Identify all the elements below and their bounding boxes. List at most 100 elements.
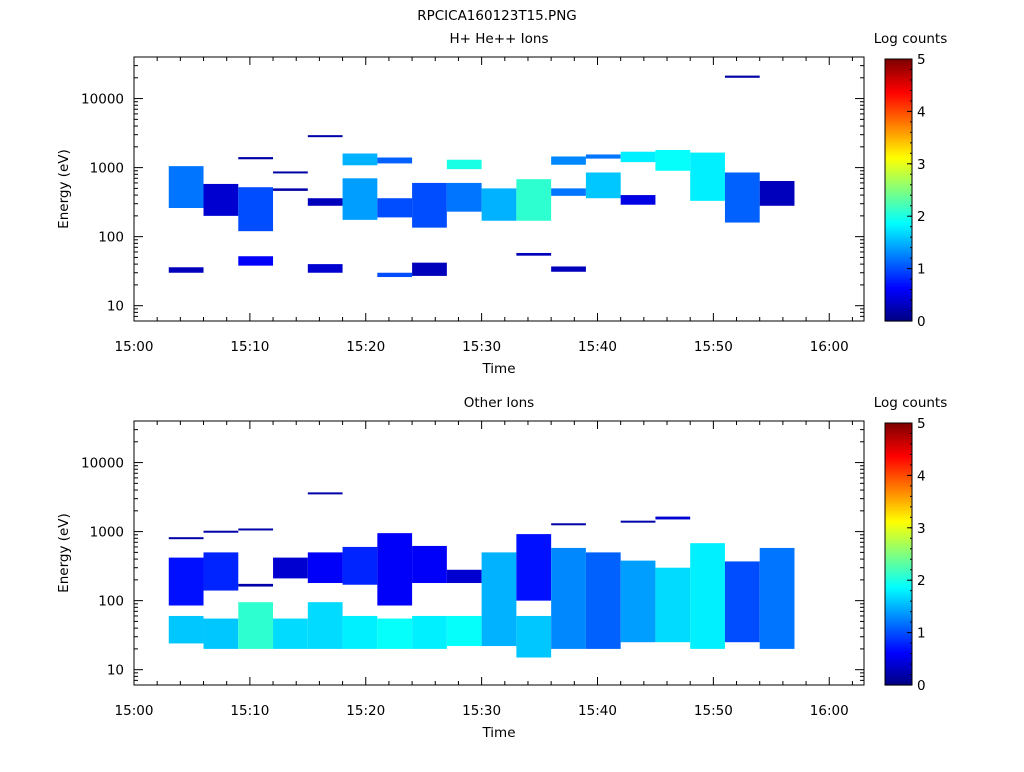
colorbar-segment	[885, 554, 912, 557]
colorbar-segment	[885, 294, 912, 298]
colorbar-segment	[885, 669, 912, 673]
colorbar-segment	[885, 174, 912, 178]
colorbar-segment	[885, 187, 912, 191]
heatmap-cell	[690, 543, 725, 649]
colorbar-segment	[885, 608, 912, 612]
colorbar-segment	[885, 423, 912, 426]
colorbar-segment	[885, 678, 912, 682]
colorbar-segment	[885, 275, 912, 278]
colorbar-segment	[885, 567, 912, 570]
colorbar-segment	[885, 255, 912, 259]
colorbar-segment	[885, 602, 912, 605]
colorbar-segment	[885, 584, 912, 588]
colorbar-segment	[885, 523, 912, 527]
colorbar-segment	[885, 508, 912, 511]
colorbar-segment	[885, 117, 912, 121]
colorbar-segment	[885, 468, 912, 472]
heatmap-cell	[446, 159, 482, 170]
colorbar-segment	[885, 100, 912, 104]
colorbar-segment	[885, 65, 912, 69]
colorbar-segment	[885, 281, 912, 285]
colorbar-segment	[885, 176, 912, 180]
colorbar-segment	[885, 490, 912, 494]
heatmap-cell	[273, 618, 308, 649]
colorbar: 0 1 2 3 4 5 Log counts	[874, 395, 948, 694]
heatmap-cell	[655, 567, 691, 643]
heatmap-cell	[481, 552, 517, 647]
colorbar-segment	[885, 268, 912, 272]
colorbar-segment	[885, 431, 912, 435]
colorbar-segment	[885, 453, 912, 457]
heatmap-cell	[377, 198, 413, 218]
colorbar-segment	[885, 168, 912, 171]
colorbar-segment	[885, 610, 912, 614]
colorbar-segment	[885, 277, 912, 281]
heatmap-cell	[655, 149, 691, 171]
colorbar-segment	[885, 148, 912, 152]
colorbar-segment	[885, 248, 912, 252]
colorbar-segment	[885, 196, 912, 200]
colorbar-segment	[885, 120, 912, 123]
colorbar-segment	[885, 161, 912, 165]
heatmap-cell	[516, 179, 552, 221]
colorbar-segment	[885, 299, 912, 302]
heatmap-cell	[412, 182, 447, 228]
heatmap-cells	[168, 75, 795, 278]
colorbar-segment	[885, 462, 912, 466]
heatmap-cell	[342, 153, 378, 166]
colorbar-label: Log counts	[874, 31, 948, 47]
colorbar: 0 1 2 3 4 5 Log counts	[874, 31, 948, 330]
colorbar-segment	[885, 514, 912, 518]
panel-title: Other Ions	[464, 395, 534, 411]
colorbar-segment	[885, 623, 912, 627]
colorbar-segment	[885, 604, 912, 607]
colorbar-segment	[885, 264, 912, 268]
heatmap-cell	[273, 188, 308, 191]
colorbar-segment	[885, 163, 912, 167]
colorbar-segment	[885, 582, 912, 586]
colorbar-segment	[885, 286, 912, 289]
colorbar-segment	[885, 460, 912, 463]
x-axis-label: Time	[481, 361, 515, 377]
colorbar-segment	[885, 126, 912, 130]
colorbar-segment	[885, 429, 912, 433]
colorbar-segment	[885, 538, 912, 542]
colorbar-segment	[885, 314, 912, 318]
colorbar-segment	[885, 98, 912, 102]
colorbar-segment	[885, 181, 912, 185]
colorbar-segment	[885, 512, 912, 516]
colorbar-segment	[885, 534, 912, 538]
colorbar-segment	[885, 67, 912, 71]
colorbar-segment	[885, 172, 912, 176]
colorbar-segment	[885, 198, 912, 202]
colorbar-segment	[885, 150, 912, 154]
colorbar-tick-label: 4	[917, 104, 926, 120]
colorbar-segment	[885, 636, 912, 640]
colorbar-segment	[885, 104, 912, 108]
colorbar-segment	[885, 128, 912, 132]
colorbar-segment	[885, 157, 912, 161]
heatmap-cell	[307, 135, 343, 138]
colorbar-segment	[885, 216, 912, 219]
x-tick-label: 15:10	[230, 339, 269, 355]
colorbar-segment	[885, 433, 912, 437]
colorbar-segment	[885, 492, 912, 496]
colorbar-segment	[885, 471, 912, 474]
heatmap-cell	[342, 615, 378, 649]
colorbar-segment	[885, 580, 912, 583]
colorbar-segment	[885, 209, 912, 213]
colorbar-segment	[885, 296, 912, 300]
colorbar-segment	[885, 558, 912, 562]
colorbar-segment	[885, 527, 912, 531]
colorbar-segment	[885, 303, 912, 307]
colorbar-segment	[885, 190, 912, 193]
colorbar-segment	[885, 654, 912, 658]
heatmap-cell	[516, 615, 552, 658]
heatmap-cell	[551, 266, 586, 272]
colorbar-segment	[885, 85, 912, 88]
colorbar-segment	[885, 69, 912, 73]
colorbar-segment	[885, 551, 912, 555]
heatmap-cell	[655, 516, 691, 520]
colorbar-segment	[885, 183, 912, 187]
